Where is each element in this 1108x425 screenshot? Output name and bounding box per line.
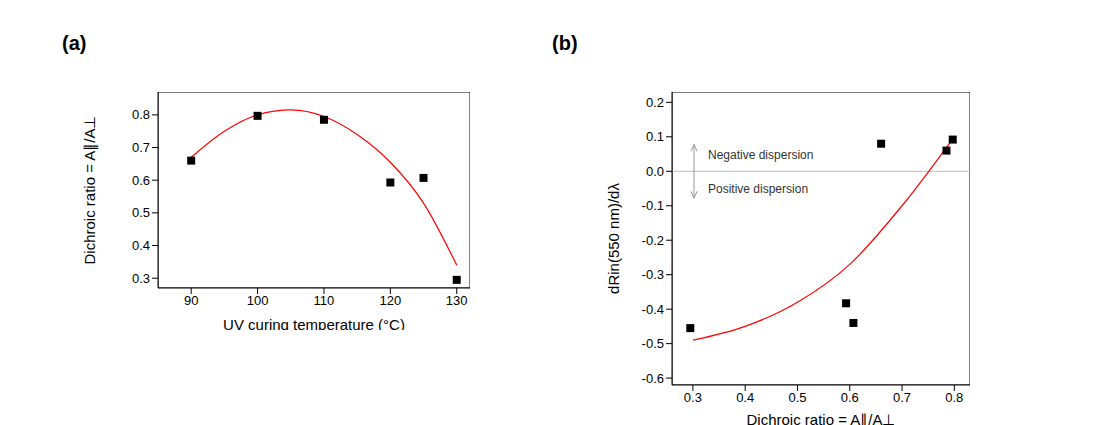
svg-text:120: 120 <box>379 293 401 308</box>
svg-text:dRin(550 nm)/dλ: dRin(550 nm)/dλ <box>605 183 622 294</box>
svg-text:-0.3: -0.3 <box>642 267 664 282</box>
svg-text:110: 110 <box>314 293 335 308</box>
svg-text:0.5: 0.5 <box>132 205 150 220</box>
svg-text:-0.6: -0.6 <box>642 371 664 386</box>
svg-text:-0.1: -0.1 <box>642 198 664 213</box>
svg-text:0.0: 0.0 <box>646 164 664 179</box>
svg-text:-0.5: -0.5 <box>642 336 664 351</box>
svg-text:0.4: 0.4 <box>132 238 150 253</box>
svg-text:0.8: 0.8 <box>945 390 963 405</box>
svg-text:0.3: 0.3 <box>132 271 150 286</box>
svg-text:90: 90 <box>184 293 198 308</box>
svg-text:0.4: 0.4 <box>736 390 754 405</box>
html-text:(a): (a) <box>62 32 87 54</box>
svg-text:100: 100 <box>247 293 269 308</box>
svg-text:0.6: 0.6 <box>132 173 150 188</box>
svg-text:Dichroic ratio = A∥/A⊥: Dichroic ratio = A∥/A⊥ <box>747 411 896 425</box>
svg-text:130: 130 <box>446 293 468 308</box>
svg-text:0.5: 0.5 <box>788 390 806 405</box>
svg-text:0.7: 0.7 <box>132 140 150 155</box>
svg-text:Negative dispersion: Negative dispersion <box>708 148 813 162</box>
svg-text:Positive dispersion: Positive dispersion <box>708 182 808 196</box>
svg-text:0.8: 0.8 <box>132 107 150 122</box>
svg-text:-0.2: -0.2 <box>642 233 664 248</box>
svg-text:0.6: 0.6 <box>841 390 859 405</box>
svg-text:Dichroic ratio = A∥/A⊥: Dichroic ratio = A∥/A⊥ <box>81 116 99 265</box>
svg-text:0.3: 0.3 <box>684 390 702 405</box>
svg-text:0.2: 0.2 <box>646 95 664 110</box>
svg-text:UV curing temperature (°C): UV curing temperature (°C) <box>223 316 405 330</box>
svg-text:0.7: 0.7 <box>893 390 911 405</box>
svg-text:-0.4: -0.4 <box>642 302 664 317</box>
html-text:(b): (b) <box>552 32 578 54</box>
svg-text:0.1: 0.1 <box>646 129 664 144</box>
